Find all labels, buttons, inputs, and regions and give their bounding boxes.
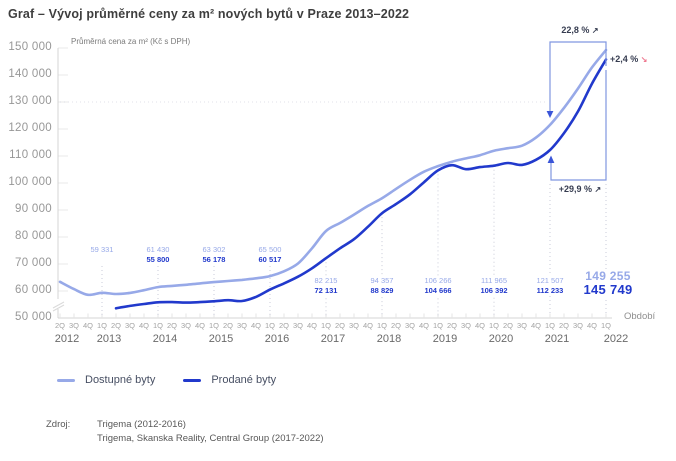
chart-legend: Dostupné byty Prodané byty bbox=[57, 374, 304, 386]
source-lines: Trigema (2012-2016) Trigema, Skanska Rea… bbox=[97, 418, 324, 445]
dostupne-byty-line-swatch bbox=[57, 378, 75, 382]
axis-break-mask bbox=[52, 299, 65, 309]
source-note: Zdroj: Trigema (2012-2016) Trigema, Skan… bbox=[46, 418, 324, 445]
dostupn-byty-line bbox=[58, 48, 608, 297]
axis-break-icon bbox=[52, 301, 65, 309]
legend-item-prodane-byty: Prodané byty bbox=[183, 374, 276, 386]
source-line: Trigema, Skanska Reality, Central Group … bbox=[97, 432, 324, 444]
legend-label: Dostupné byty bbox=[85, 374, 156, 386]
bracket-arrow-up-icon bbox=[547, 155, 555, 163]
growth-bracket-prodane bbox=[550, 70, 607, 181]
prodan-byty-line bbox=[114, 58, 608, 310]
page-title: Graf – Vývoj průměrné ceny za m² nových … bbox=[8, 7, 410, 21]
source-line: Trigema (2012-2016) bbox=[97, 419, 186, 430]
legend-label: Prodané byty bbox=[211, 374, 277, 386]
growth-bracket-dostupne bbox=[549, 41, 607, 111]
bracket-arrow-down-icon bbox=[546, 111, 554, 118]
price-chart bbox=[52, 41, 612, 319]
prodane-byty-line-swatch bbox=[183, 378, 202, 382]
source-label: Zdroj: bbox=[46, 419, 71, 430]
legend-item-dostupne-byty: Dostupné byty bbox=[57, 374, 155, 386]
axis-break-icon bbox=[52, 304, 65, 312]
